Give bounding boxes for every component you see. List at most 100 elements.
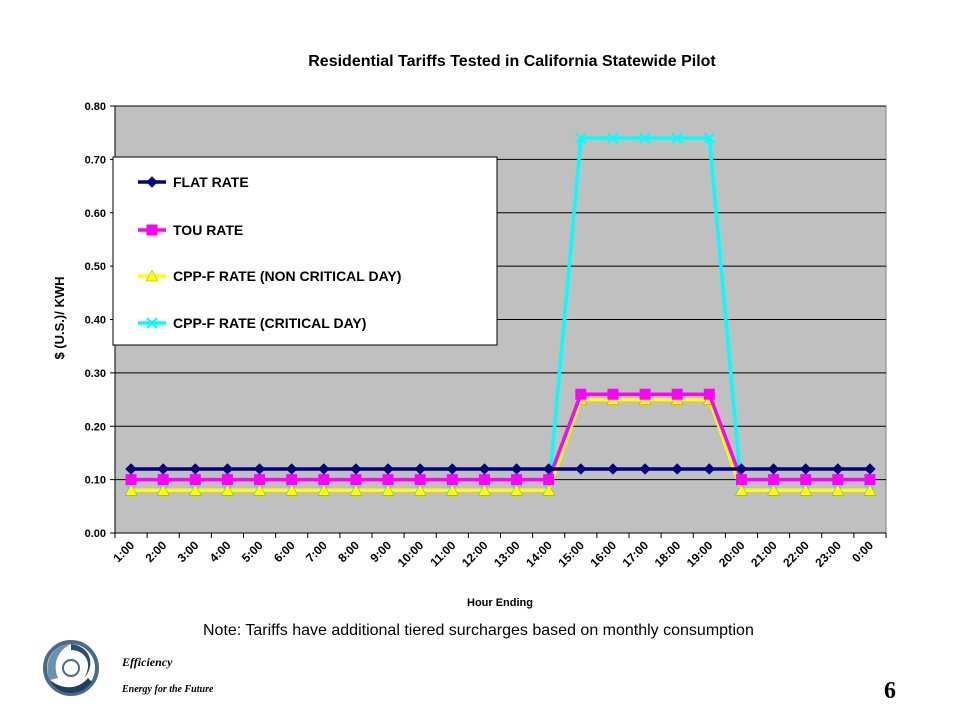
data-point (253, 463, 266, 475)
legend-marker (145, 269, 159, 282)
data-point (446, 474, 458, 486)
x-tick-label: 22:00 (780, 538, 812, 570)
data-point (799, 463, 812, 475)
page-number: 6 (884, 678, 896, 704)
legend-marker (146, 224, 158, 236)
data-point (382, 474, 394, 486)
x-tick-label: 13:00 (491, 538, 523, 570)
data-point (671, 388, 683, 400)
data-point (317, 483, 331, 496)
data-point (639, 463, 651, 475)
data-point (863, 483, 877, 496)
data-point (445, 483, 459, 496)
brand-tagline: Energy for the Future (122, 684, 214, 695)
data-point (413, 483, 427, 496)
x-axis-ticks: 1:00 2:00 3:00 4:00 5:00 6:00 7:00 8:00 9:00 10:0… (110, 532, 887, 570)
data-point (285, 483, 299, 496)
data-point (864, 474, 876, 486)
footnote: Note: Tariffs have additional tiered sur… (203, 622, 754, 639)
data-point (607, 132, 619, 144)
series-line (131, 397, 870, 493)
data-point (350, 463, 362, 475)
legend-item: TOU RATE (138, 222, 243, 238)
chart-title: Residential Tariffs Tested in California… (308, 53, 716, 70)
data-point (157, 463, 169, 475)
legend-marker (146, 317, 158, 329)
data-point (542, 483, 556, 496)
data-point (703, 388, 715, 400)
data-point (221, 463, 234, 475)
data-point (125, 474, 137, 486)
data-point (864, 463, 876, 475)
x-tick-label: 5:00 (239, 538, 266, 565)
legend-label: CPP-F RATE (NON CRITICAL DAY) (173, 268, 401, 284)
data-point (124, 483, 138, 496)
data-point (735, 463, 748, 475)
data-point (125, 463, 137, 475)
x-tick-label: 1:00 (110, 538, 137, 565)
data-point (671, 463, 683, 475)
y-tick-label: 0.40 (85, 315, 106, 327)
data-point (542, 463, 555, 475)
swirl-logo-icon (43, 640, 99, 696)
x-tick-label: 2:00 (142, 538, 169, 565)
x-tick-label: 0:00 (849, 538, 876, 565)
data-point (478, 474, 490, 486)
data-point (767, 483, 780, 496)
data-point (510, 463, 523, 475)
data-point (703, 132, 716, 144)
y-tick-label: 0.30 (85, 368, 106, 380)
x-tick-label: 6:00 (271, 538, 298, 565)
x-tick-label: 18:00 (652, 538, 684, 570)
series-lines (124, 132, 877, 497)
legend-label: TOU RATE (173, 222, 243, 238)
data-point (285, 463, 298, 475)
data-point (575, 463, 587, 475)
data-point (767, 463, 780, 475)
y-tick-label: 0.70 (85, 154, 106, 166)
data-point (511, 474, 523, 486)
legend: FLAT RATE TOU RATE CPP-F RATE (NON CRITICA… (112, 156, 498, 346)
data-point (188, 483, 202, 496)
x-tick-label: 14:00 (523, 538, 555, 570)
x-tick-label: 19:00 (684, 538, 716, 570)
data-point (414, 463, 426, 475)
x-tick-label: 20:00 (716, 538, 748, 570)
x-tick-label: 7:00 (303, 538, 330, 565)
data-point (478, 483, 491, 496)
data-point (189, 474, 201, 486)
y-tick-label: 0.80 (85, 101, 106, 113)
series-cpp-f-rate-non-critical-day (124, 393, 877, 496)
legend-box (112, 156, 498, 346)
y-tick-label: 0.60 (85, 208, 106, 220)
data-point (832, 463, 844, 475)
brand-name: Efficiency (122, 655, 173, 669)
series-tou-rate (125, 388, 876, 486)
data-point (286, 474, 298, 486)
legend-label: CPP-F RATE (CRITICAL DAY) (173, 315, 366, 331)
data-point (543, 474, 555, 486)
y-tick-label: 0.10 (85, 475, 106, 487)
data-point (510, 483, 523, 496)
data-point (800, 474, 812, 486)
data-point (639, 132, 651, 144)
data-point (221, 483, 234, 496)
data-point (414, 474, 426, 486)
data-point (832, 474, 844, 486)
data-point (478, 463, 491, 475)
x-tick-label: 11:00 (427, 538, 458, 569)
data-point (639, 388, 651, 400)
x-tick-label: 12:00 (459, 538, 491, 570)
x-tick-label: 10:00 (395, 538, 427, 570)
data-point (156, 483, 170, 496)
x-axis-label: Hour Ending (467, 597, 533, 609)
y-axis-ticks: 0.00 0.10 0.20 0.30 0.40 0.50 0.60 0.70 0.80 (85, 101, 116, 540)
data-point (735, 483, 748, 496)
data-point (607, 388, 619, 400)
y-tick-label: 0.20 (85, 421, 106, 433)
y-tick-label: 0.50 (85, 261, 106, 273)
legend-marker (146, 176, 158, 188)
legend-item: FLAT RATE (138, 174, 249, 190)
data-point (253, 483, 266, 496)
data-point (768, 474, 780, 486)
